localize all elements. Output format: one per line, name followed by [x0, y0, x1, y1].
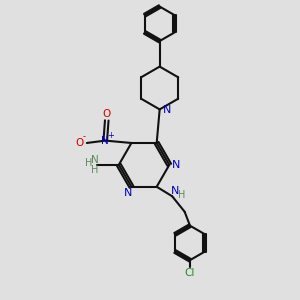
- Text: H: H: [85, 158, 93, 168]
- Text: +: +: [107, 131, 114, 140]
- Text: N: N: [172, 160, 180, 170]
- Text: H: H: [91, 165, 99, 175]
- Text: N: N: [91, 155, 99, 165]
- Text: Cl: Cl: [185, 268, 195, 278]
- Text: N: N: [171, 186, 179, 196]
- Text: N: N: [101, 136, 109, 146]
- Text: H: H: [178, 190, 185, 200]
- Text: N: N: [163, 105, 171, 115]
- Text: O: O: [75, 138, 83, 148]
- Text: N: N: [124, 188, 133, 198]
- Text: -: -: [83, 133, 86, 142]
- Text: O: O: [103, 110, 111, 119]
